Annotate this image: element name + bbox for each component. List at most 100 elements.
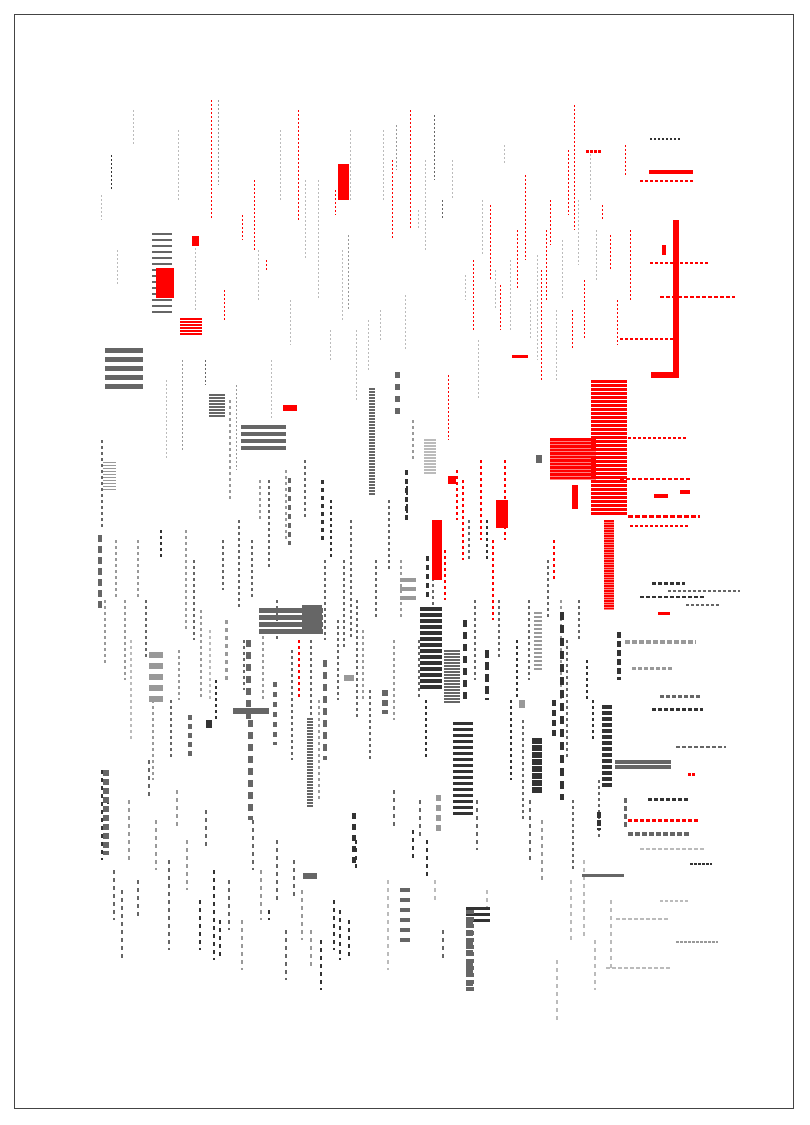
dash-column-1610 [393, 646, 395, 649]
dash-column-483 [383, 162, 384, 164]
dash-column-1912 [572, 830, 574, 833]
dash-column-428 [348, 279, 349, 281]
dash-column-340 [318, 196, 319, 198]
dash-column-1115 [104, 618, 106, 621]
bar-stack-2411 [466, 913, 490, 916]
dash-column-3111 [273, 732, 277, 737]
dash-row-2722 [626, 478, 630, 480]
dash-row-2916 [698, 863, 701, 865]
dash-column-1519 [343, 626, 345, 629]
dash-column-2178 [426, 840, 428, 844]
dash-column-756 [510, 300, 511, 302]
dash-column-1969 [113, 894, 115, 898]
dash-column-2251 [610, 916, 612, 920]
dash-column-2152 [387, 880, 389, 884]
dash-column-2203 [529, 824, 531, 828]
dash-column-638 [452, 168, 453, 170]
dash-column-1168 [137, 564, 139, 567]
dash-column-2222 [556, 1008, 558, 1012]
bar-stack-2455 [369, 436, 375, 438]
dash-column-1966 [113, 870, 115, 874]
dash-column-331 [305, 240, 306, 242]
dash-column-2174 [419, 808, 421, 812]
dash-column-1299 [229, 418, 231, 421]
dash-column-1940 [598, 780, 600, 783]
dash-column-1840 [528, 606, 530, 609]
dash-column-2998 [463, 668, 467, 675]
bar-stack-2287 [241, 439, 286, 443]
dash-column-1069 [617, 340, 618, 342]
dash-column-2043 [213, 870, 215, 874]
dash-column-1859 [547, 596, 549, 599]
dash-column-370 [330, 346, 331, 348]
dash-column-1789 [504, 490, 506, 493]
dash-row-2956 [666, 967, 670, 969]
dash-column-1857 [547, 584, 549, 587]
dash-row-2801 [666, 138, 668, 140]
dash-column-1978 [121, 930, 123, 934]
dash-column-996 [578, 232, 579, 234]
bar-stack-2675 [649, 170, 693, 174]
dash-column-1752 [480, 538, 482, 540]
bar-stack-2649 [432, 558, 442, 560]
bar-stack-2424 [466, 987, 474, 991]
dash-column-1943 [598, 798, 600, 801]
dash-column-830 [537, 331, 538, 333]
dash-column-2984 [560, 794, 564, 800]
bar-stack-2479 [307, 730, 313, 732]
dash-row-2855 [632, 667, 636, 670]
dash-column-1830 [522, 768, 524, 771]
dash-row-2746 [640, 525, 643, 527]
dash-column-367 [330, 334, 331, 336]
dash-column-267 [280, 166, 281, 168]
dash-column-817 [537, 279, 538, 281]
dash-column-206 [242, 231, 243, 233]
bar-stack-2275 [105, 375, 143, 380]
dash-column-1813 [516, 646, 518, 649]
dash-column-201 [236, 469, 237, 470]
dash-column-705 [490, 225, 491, 227]
dash-column-106 [195, 284, 196, 286]
dash-column-733 [500, 301, 501, 303]
bar-stack-2309 [400, 596, 416, 600]
bar-stack-2483 [307, 742, 313, 744]
dash-column-1008 [584, 292, 585, 294]
dash-column-1059 [617, 300, 618, 302]
dash-column-1090 [630, 274, 631, 276]
dash-column-1456 [318, 718, 320, 721]
dash-column-2059 [219, 952, 221, 956]
dash-column-3103 [188, 733, 192, 738]
dash-column-1534 [350, 586, 352, 589]
dash-column-1438 [304, 514, 306, 517]
dash-row-2797 [650, 138, 652, 140]
bar-stack-2437 [424, 469, 436, 471]
bar-stack-2355 [453, 764, 473, 767]
dash-column-310 [298, 198, 299, 200]
dash-column-1657 [425, 700, 427, 703]
dash-row-2700 [684, 296, 688, 298]
dash-column-309 [298, 194, 299, 196]
bar-stack-2638 [432, 536, 442, 538]
dash-column-2015 [168, 924, 170, 928]
dash-column-396 [342, 310, 343, 312]
dash-column-23 [117, 278, 118, 280]
dash-row-2846 [639, 640, 644, 644]
dash-column-967 [574, 149, 575, 151]
bar-stack-2592 [550, 473, 596, 476]
dash-column-2062 [228, 896, 230, 900]
bar-stack-2635 [432, 530, 442, 532]
dash-column-1116 [104, 624, 106, 627]
dash-column-284 [290, 332, 291, 334]
dash-column-3105 [188, 751, 192, 756]
dash-column-1432 [304, 478, 306, 481]
dash-column-353 [318, 248, 319, 250]
dash-column-1347 [259, 480, 261, 483]
bar-stack-2570 [591, 468, 627, 471]
dash-column-316 [305, 180, 306, 182]
dash-column-793 [525, 231, 526, 233]
dash-column-1618 [393, 694, 395, 697]
dash-column-1261 [200, 658, 202, 661]
bar-stack-2672 [496, 524, 508, 526]
bar-stack-2541 [180, 333, 202, 335]
dash-column-1068 [617, 336, 618, 338]
